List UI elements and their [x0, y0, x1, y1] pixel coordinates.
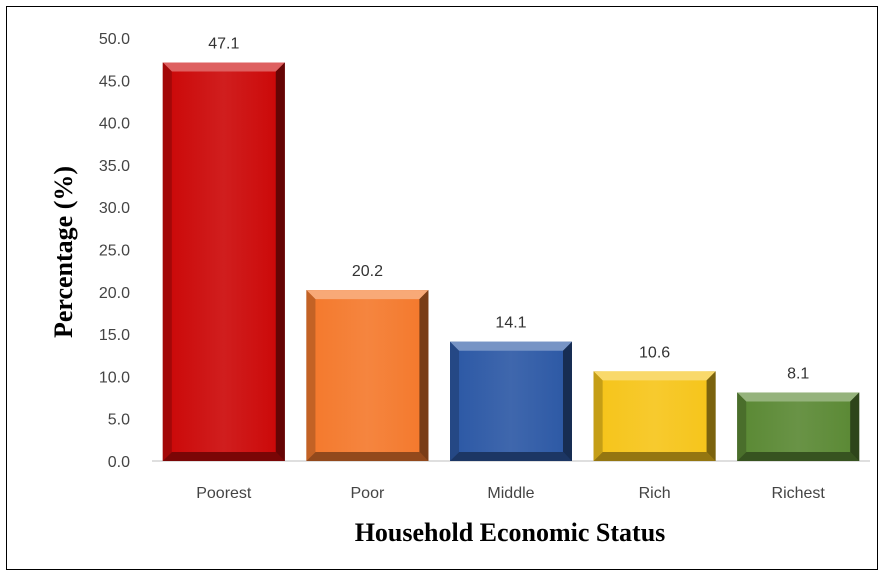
bar-rich [593, 371, 716, 461]
bar-bevel-top [450, 341, 572, 351]
data-label: 47.1 [208, 36, 239, 53]
data-label: 14.1 [495, 315, 526, 332]
bar-body [593, 371, 716, 461]
y-tick-label: 40.0 [99, 116, 130, 133]
y-axis-label: Percentage (%) [49, 166, 78, 338]
bar-bevel-right [275, 62, 285, 462]
bar-middle [450, 341, 572, 461]
x-tick-label: Rich [639, 485, 671, 502]
bar-bevel-top [162, 62, 285, 72]
y-tick-label: 15.0 [99, 327, 130, 344]
y-axis-ticks: 0.0 5.0 10.0 15.0 20.0 25.0 30.0 35.0 40.0 45.0 50… [99, 31, 130, 471]
y-tick-label: 35.0 [99, 158, 130, 175]
bar-body [737, 392, 860, 461]
bar-bevel-bottom [162, 452, 285, 461]
y-tick-label: 20.0 [99, 285, 130, 302]
y-tick-label: 5.0 [108, 412, 130, 429]
bar-bevel-left [450, 341, 459, 461]
bar-bevel-right [850, 392, 860, 461]
y-tick-label: 45.0 [99, 73, 130, 90]
bar-bevel-right [419, 290, 429, 461]
bars: 47.1 20.2 14.1 10.6 8.1 [162, 36, 860, 462]
x-tick-label: Richest [772, 485, 826, 502]
x-tick-label: Poor [351, 485, 385, 502]
x-tick-label: Middle [487, 485, 534, 502]
x-axis-ticks: Poorest Poor Middle Rich Richest [196, 485, 825, 502]
bar-bevel-left [162, 62, 172, 462]
bar-body [450, 341, 572, 461]
x-tick-label: Poorest [196, 485, 252, 502]
bar-bevel-bottom [306, 452, 429, 461]
bar-bevel-left [306, 290, 316, 461]
bar-bevel-bottom [450, 452, 572, 461]
data-label: 10.6 [639, 344, 670, 361]
x-axis-label: Household Economic Status [355, 518, 666, 547]
y-tick-label: 25.0 [99, 243, 130, 260]
bar-bevel-top [593, 371, 716, 381]
y-tick-label: 30.0 [99, 200, 130, 217]
y-tick-label: 10.0 [99, 369, 130, 386]
bar-bevel-left [593, 371, 603, 461]
chart-frame [6, 6, 878, 570]
bar-bevel-top [737, 392, 860, 402]
bar-poor [306, 290, 429, 461]
bar-bevel-right [706, 371, 716, 461]
bar-bevel-bottom [737, 452, 860, 461]
bar-bevel-left [737, 392, 747, 461]
y-tick-label: 0.0 [108, 454, 130, 471]
bar-bevel-bottom [593, 452, 716, 461]
bar-bevel-right [563, 341, 572, 461]
bar-bevel-top [306, 290, 429, 300]
bar-body [162, 62, 285, 462]
data-label: 8.1 [787, 365, 809, 382]
bar-richest [737, 392, 860, 461]
y-tick-label: 50.0 [99, 31, 130, 48]
bar-body [306, 290, 429, 461]
bar-poorest [162, 62, 285, 462]
data-label: 20.2 [352, 263, 383, 280]
